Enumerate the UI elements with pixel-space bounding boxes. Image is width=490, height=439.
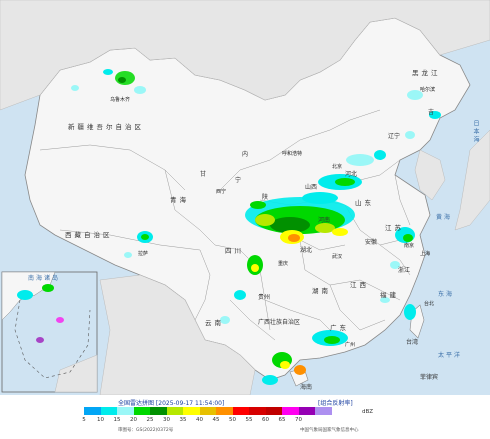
- neighbour-land-south: [99, 274, 256, 395]
- legend-ticks: 5 10 15 20 25 30 35 40 45 50 55 60 65 70: [82, 417, 384, 425]
- legend-swatch: [100, 407, 117, 415]
- legend-tick-label: 5: [82, 417, 86, 423]
- legend-panel: 全国雷达拼图 [2025-09-17 11:54:00] [组合反射率] 5 10…: [0, 395, 490, 439]
- legend-tick-label: 40: [196, 417, 203, 423]
- label-jiangxi: 江西: [350, 281, 369, 289]
- legend-product: [组合反射率]: [318, 400, 353, 407]
- legend-swatch: [199, 407, 216, 415]
- label-yunnan: 云南: [205, 319, 224, 327]
- province-borders: [39, 109, 411, 341]
- label-guangdong: 广东: [330, 324, 349, 332]
- label-wuhan: 武汉: [332, 254, 343, 260]
- label-hebei: 河北: [345, 171, 358, 178]
- label-fujian: 福建: [380, 291, 399, 299]
- korea: [414, 149, 446, 201]
- label-sichuan: 四川: [225, 247, 244, 255]
- label-lhasa: 拉萨: [138, 251, 149, 257]
- radar-map: 乌鲁木齐 新疆维吾尔自治区 西藏自治区 拉萨 青海 西宁 甘 内 呼和浩特 黑龙…: [0, 0, 490, 395]
- legend-tick-label: 10: [97, 417, 104, 423]
- label-xining: 西宁: [216, 189, 227, 195]
- legend-swatch: [117, 407, 134, 415]
- legend-swatch: [183, 407, 200, 415]
- legend-swatch: [282, 407, 299, 415]
- legend-tick-label: 15: [113, 417, 121, 423]
- label-shaanxi: 陕: [262, 194, 269, 201]
- label-shanxi: 山西: [305, 184, 318, 191]
- legend-title: 全国雷达拼图 [2025-09-17 11:54:00]: [118, 400, 225, 407]
- legend-tick-label: 55: [245, 417, 253, 423]
- label-hohhot: 呼和浩特: [282, 151, 303, 157]
- label-henan: 河南: [318, 217, 331, 224]
- label-jiangsu: 江苏: [385, 224, 404, 232]
- legend-swatch: [298, 407, 315, 415]
- map-canvas: [0, 0, 490, 395]
- legend-tick-label: 35: [179, 417, 187, 423]
- label-zhejiang: 浙江: [398, 267, 411, 274]
- radar-echoes: [17, 69, 441, 385]
- label-anhui: 安徽: [365, 239, 378, 246]
- label-liaoning: 辽宁: [388, 133, 401, 140]
- label-guangzhou: 广州: [345, 342, 356, 348]
- label-xinjiang: 新疆维吾尔自治区: [68, 123, 144, 131]
- legend-swatch: [150, 407, 167, 415]
- label-nanjing: 南京: [404, 243, 415, 249]
- label-japan-sea: 日本海: [472, 120, 479, 144]
- label-hainan: 海南: [300, 384, 313, 391]
- legend-unit: dBZ: [362, 409, 374, 415]
- legend-tick-label: 25: [146, 417, 154, 423]
- legend-tick-label: 60: [262, 417, 269, 423]
- label-beijing: 北京: [332, 164, 343, 170]
- neighbour-land-north: [0, 0, 490, 111]
- legend-tick-label: 20: [130, 417, 137, 423]
- label-inner-mongolia: 内: [242, 151, 249, 158]
- label-south-sea-islands: 南海诸岛: [28, 275, 61, 282]
- legend-swatch: [232, 407, 249, 415]
- label-yellow-sea: 黄海: [436, 214, 453, 221]
- label-hunan: 湖南: [312, 287, 331, 295]
- label-jilin: 吉: [428, 109, 435, 116]
- legend-swatch: [216, 407, 233, 415]
- label-tibet: 西藏自治区: [65, 231, 113, 239]
- legend-tick-label: 70: [295, 417, 302, 423]
- label-heilongjiang: 黑龙江: [412, 69, 441, 77]
- label-chongqing: 重庆: [278, 261, 289, 267]
- legend-swatch: [315, 407, 332, 415]
- legend-tick-label: 50: [229, 417, 236, 423]
- label-guangxi: 广西壮族自治区: [258, 319, 301, 326]
- label-taibei: 台北: [424, 301, 435, 307]
- label-harbin: 哈尔滨: [420, 87, 436, 93]
- label-ningxia: 宁: [235, 177, 242, 184]
- inset-land-south: [54, 354, 98, 393]
- label-hubei: 湖北: [300, 247, 313, 254]
- legend-swatch: [84, 407, 101, 415]
- label-pacific: 太平洋: [438, 352, 463, 359]
- label-gansu: 甘: [200, 171, 207, 178]
- legend-approval-number: 审图号：GS(2022)0372号: [118, 428, 174, 433]
- inset-nine-dash: [14, 299, 91, 379]
- legend-tick-label: 65: [278, 417, 286, 423]
- legend-tick-label: 30: [163, 417, 170, 423]
- legend-agency: 中国气象局国家气象信息中心: [300, 428, 359, 433]
- label-shandong: 山东: [355, 199, 374, 207]
- japan: [454, 129, 490, 231]
- legend-swatch: [265, 407, 282, 415]
- label-urumqi: 乌鲁木齐: [110, 97, 131, 103]
- label-taiwan: 台湾: [406, 339, 419, 346]
- legend-tick-label: 45: [212, 417, 220, 423]
- legend-swatch: [249, 407, 266, 415]
- label-qinghai: 青海: [170, 196, 189, 204]
- label-east-sea: 东海: [438, 291, 455, 298]
- legend-swatch: [166, 407, 183, 415]
- legend-swatch: [133, 407, 150, 415]
- legend-color-bar: [84, 407, 332, 415]
- label-philippines: 菲律宾: [420, 374, 439, 381]
- label-guizhou: 贵州: [258, 294, 271, 301]
- label-shanghai: 上海: [420, 251, 431, 257]
